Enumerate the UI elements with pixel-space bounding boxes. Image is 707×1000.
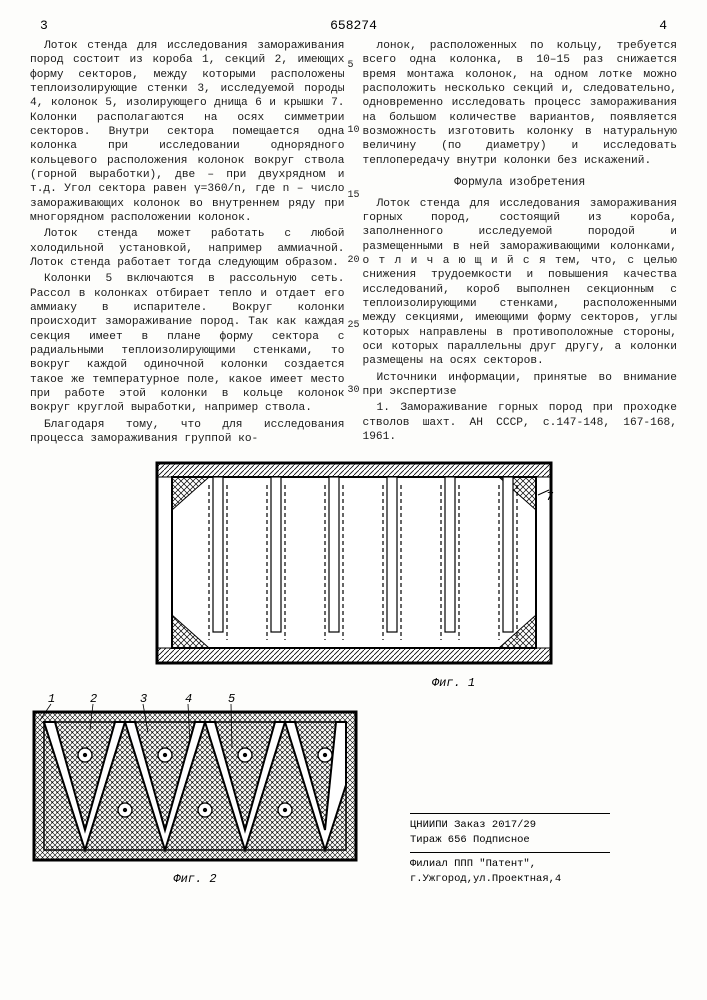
footer-line: ЦНИИПИ Заказ 2017/29 — [410, 818, 610, 833]
body-paragraph: 1. Замораживание горных пород при проход… — [363, 401, 678, 444]
svg-text:3: 3 — [140, 692, 147, 706]
figure-1: 7 — [154, 460, 554, 670]
body-paragraph: Колонки 5 включаются в рассольную сеть. … — [30, 272, 345, 415]
formula-title: Формула изобретения — [363, 176, 678, 191]
line-number-gutter: 5 10 15 20 25 30 — [347, 60, 359, 396]
body-paragraph: Источники информации, принятые во вниман… — [363, 371, 678, 400]
page-number-left: 3 — [40, 18, 48, 33]
figure-2: 1 2 3 4 5 — [30, 690, 360, 865]
body-paragraph: Лоток стенда для исследования заморажива… — [30, 39, 345, 225]
svg-text:2: 2 — [90, 692, 97, 706]
line-number: 20 — [347, 255, 359, 266]
line-number: 10 — [347, 125, 359, 136]
body-paragraph: Лоток стенда для исследования заморажива… — [363, 197, 678, 369]
left-column: Лоток стенда для исследования заморажива… — [30, 39, 345, 448]
svg-text:4: 4 — [185, 692, 192, 706]
footer-line: г.Ужгород,ул.Проектная,4 — [410, 872, 610, 887]
page-number-right: 4 — [659, 18, 667, 33]
footer-block: ЦНИИПИ Заказ 2017/29 Тираж 656 Подписное… — [390, 813, 610, 886]
body-paragraph: Лоток стенда может работать с любой холо… — [30, 227, 345, 270]
body-paragraph: лонок, расположенных по кольцу, требуетс… — [363, 39, 678, 168]
figure-2-label: Фиг. 2 — [30, 872, 360, 886]
footer-line: Тираж 656 Подписное — [410, 833, 610, 848]
line-number: 5 — [347, 60, 359, 71]
right-column: лонок, расположенных по кольцу, требуетс… — [363, 39, 678, 448]
figure-1-label: Фиг. 1 — [230, 676, 677, 690]
document-number: 658274 — [330, 18, 377, 33]
figure-ref-7: 7 — [546, 490, 554, 504]
footer-line: Филиал ППП "Патент", — [410, 857, 610, 872]
svg-text:1: 1 — [48, 692, 55, 706]
svg-text:5: 5 — [228, 692, 235, 706]
line-number: 15 — [347, 190, 359, 201]
line-number: 30 — [347, 385, 359, 396]
body-paragraph: Благодаря тому, что для исследования про… — [30, 418, 345, 447]
line-number: 25 — [347, 320, 359, 331]
